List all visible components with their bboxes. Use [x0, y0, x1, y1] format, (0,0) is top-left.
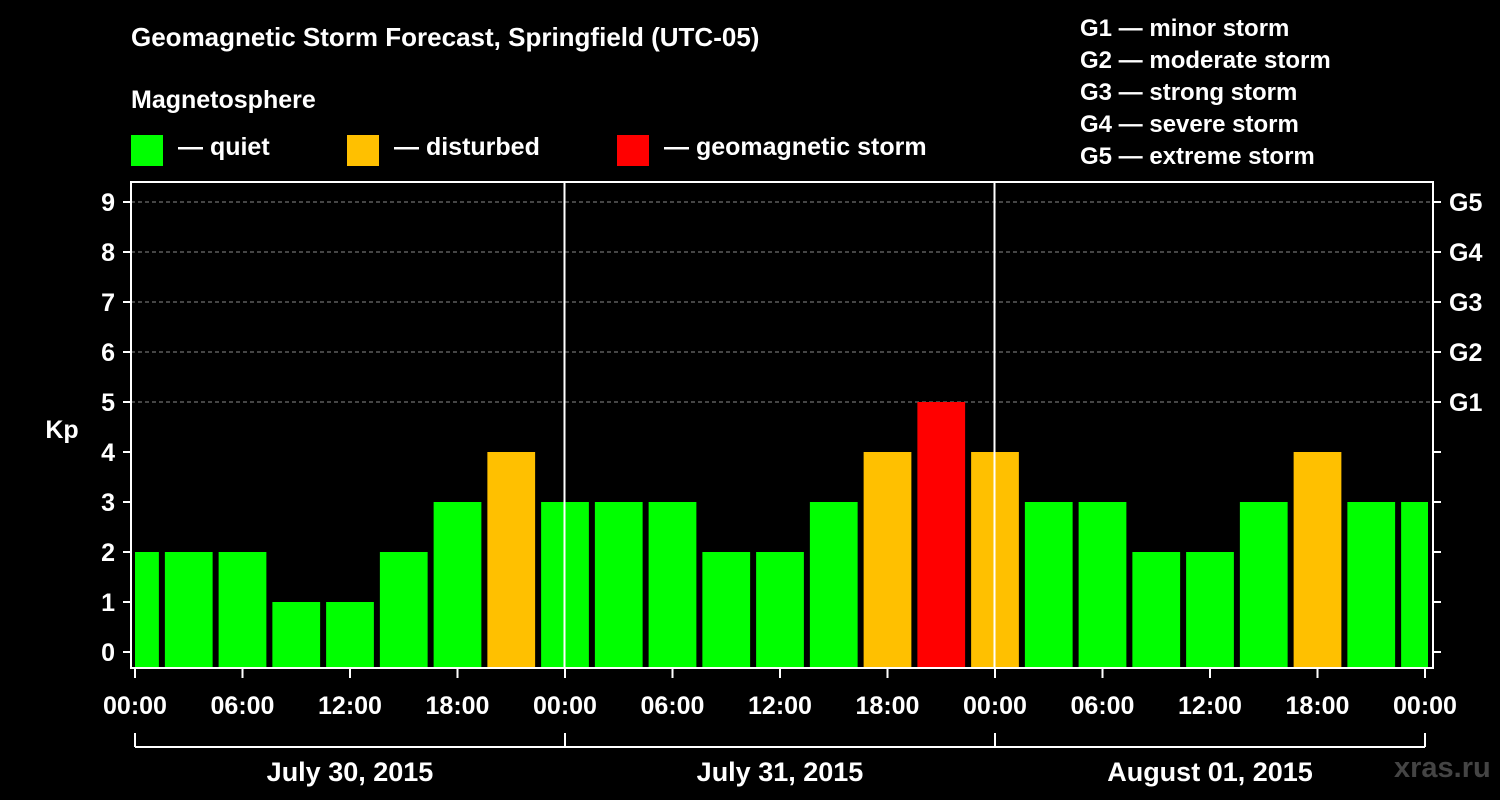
kp-bar: [433, 502, 482, 668]
kp-bar: [594, 502, 643, 668]
x-tick-label: 12:00: [1178, 692, 1242, 720]
chart-title: Geomagnetic Storm Forecast, Springfield …: [131, 22, 760, 52]
y-tick-label: 9: [101, 189, 115, 217]
right-axis-label: G5: [1449, 189, 1482, 217]
legend-label-quiet: — quiet: [178, 133, 270, 161]
y-tick-label: 1: [101, 589, 115, 617]
kp-bar: [1078, 502, 1127, 668]
g-scale-g4: G4 — severe storm: [1080, 111, 1299, 138]
y-tick-label: 3: [101, 489, 115, 517]
kp-bar: [379, 552, 428, 668]
x-tick-label: 18:00: [426, 692, 490, 720]
right-axis-label: G1: [1449, 389, 1482, 417]
y-tick-label: 4: [101, 439, 115, 467]
x-tick-label: 00:00: [1393, 692, 1457, 720]
x-tick-label: 18:00: [856, 692, 920, 720]
legend-label-storm: — geomagnetic storm: [664, 133, 927, 161]
kp-bar: [1132, 552, 1181, 668]
plot-frame: [130, 181, 1434, 669]
x-tick-label: 06:00: [1071, 692, 1135, 720]
x-tick-label: 06:00: [641, 692, 705, 720]
y-tick-label: 7: [101, 289, 115, 317]
kp-bar: [487, 452, 536, 668]
right-axis-label: G2: [1449, 339, 1482, 367]
kp-bar: [1186, 552, 1234, 668]
right-axis-label: G3: [1449, 289, 1482, 317]
kp-bar: [702, 552, 751, 668]
x-tick-label: 00:00: [963, 692, 1027, 720]
y-tick-label: 5: [101, 389, 115, 417]
kp-bar: [917, 402, 966, 668]
kp-bar: [1024, 502, 1073, 668]
kp-bar: [326, 602, 374, 668]
x-tick-label: 12:00: [318, 692, 382, 720]
day-label: July 31, 2015: [697, 757, 864, 787]
x-tick-label: 18:00: [1286, 692, 1350, 720]
kp-bar: [863, 452, 912, 668]
kp-bar: [648, 502, 697, 668]
g-scale-g2: G2 — moderate storm: [1080, 47, 1331, 74]
legend-heading: Magnetosphere: [131, 86, 316, 114]
kp-bar: [1401, 502, 1428, 668]
watermark: xras.ru: [1394, 752, 1491, 784]
kp-bar: [1347, 502, 1396, 668]
kp-bar: [164, 552, 213, 668]
legend-swatch-storm: [617, 135, 649, 166]
kp-bar: [1239, 502, 1288, 668]
day-label: August 01, 2015: [1107, 757, 1313, 787]
kp-bar: [1293, 452, 1342, 668]
y-tick-label: 2: [101, 539, 115, 567]
kp-bar: [218, 552, 267, 668]
x-tick-label: 06:00: [211, 692, 275, 720]
legend-swatch-disturbed: [347, 135, 379, 166]
day-label: July 30, 2015: [267, 757, 434, 787]
legend-label-disturbed: — disturbed: [394, 133, 540, 161]
y-axis-label: Kp: [45, 416, 78, 444]
g-scale-g1: G1 — minor storm: [1080, 15, 1290, 42]
g-scale-g5: G5 — extreme storm: [1080, 143, 1315, 170]
kp-bar: [756, 552, 804, 668]
y-tick-label: 8: [101, 239, 115, 267]
kp-bar: [809, 502, 858, 668]
legend-swatch-quiet: [131, 135, 163, 166]
y-tick-label: 6: [101, 339, 115, 367]
x-tick-label: 12:00: [748, 692, 812, 720]
kp-bar: [135, 552, 159, 668]
x-tick-label: 00:00: [533, 692, 597, 720]
right-axis-label: G4: [1449, 239, 1482, 267]
y-tick-label: 0: [101, 639, 115, 667]
kp-bar: [272, 602, 321, 668]
g-scale-g3: G3 — strong storm: [1080, 79, 1298, 106]
x-tick-label: 00:00: [103, 692, 167, 720]
